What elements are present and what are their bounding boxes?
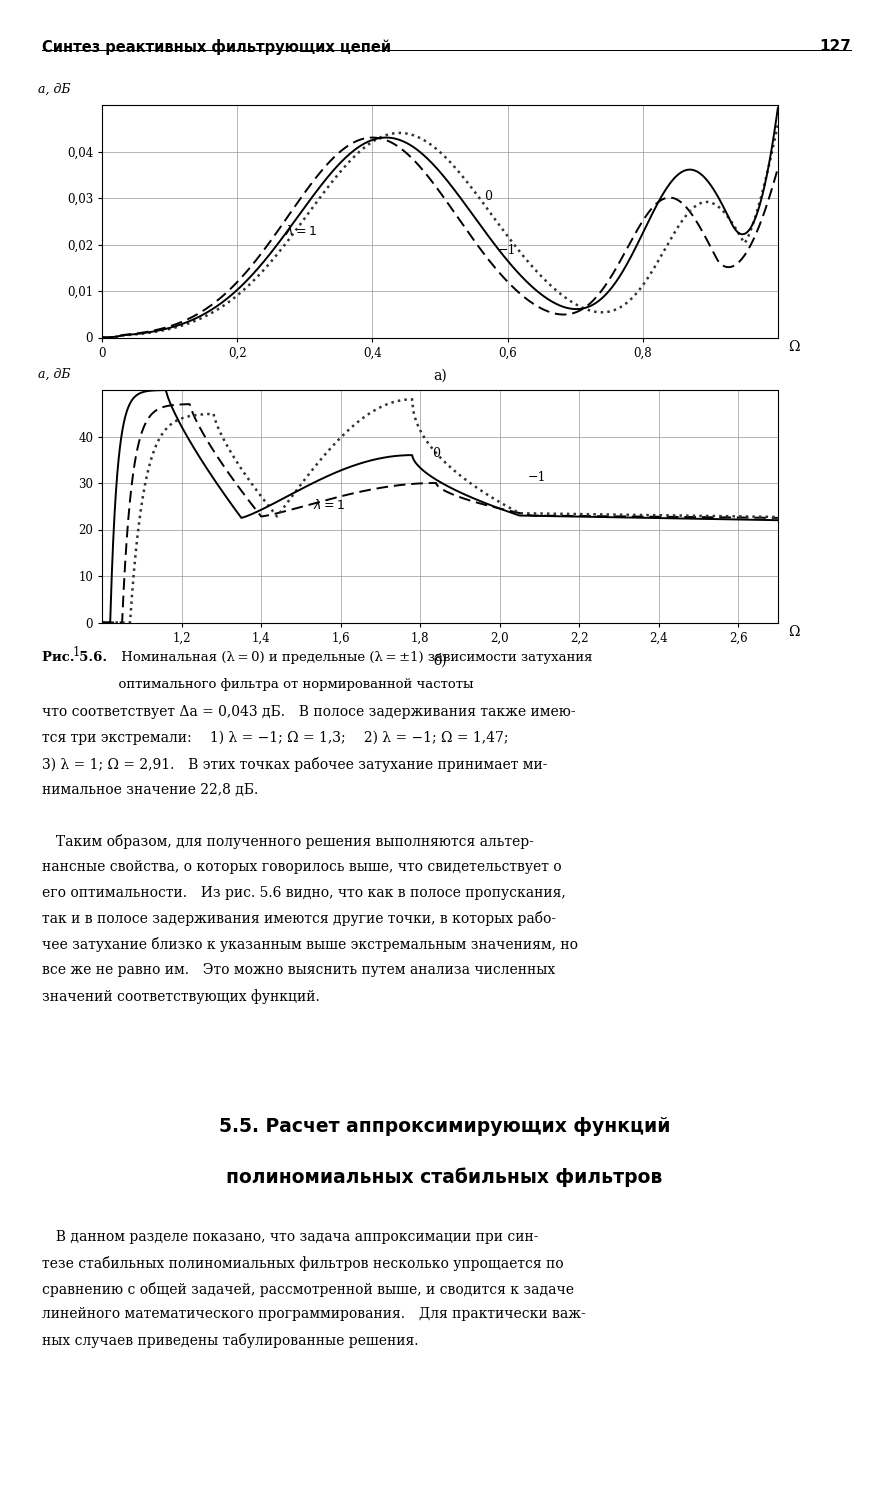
Text: сравнению с общей задачей, рассмотренной выше, и сводится к задаче: сравнению с общей задачей, рассмотренной…	[42, 1281, 573, 1296]
Text: а): а)	[433, 369, 447, 382]
Text: 5.5. Расчет аппроксимирующих функций: 5.5. Расчет аппроксимирующих функций	[219, 1118, 670, 1137]
Text: −1: −1	[527, 471, 546, 483]
Text: тся три экстремали:  1) λ = −1; Ω = 1,3;  2) λ = −1; Ω = 1,47;: тся три экстремали: 1) λ = −1; Ω = 1,3; …	[42, 730, 509, 746]
Text: тезе стабильных полиномиальных фильтров несколько упрощается по: тезе стабильных полиномиальных фильтров …	[42, 1256, 564, 1270]
Text: Таким образом, для полученного решения выполняются альтер-: Таким образом, для полученного решения в…	[42, 834, 533, 849]
Text: нимальное значение 22,8 дБ.: нимальное значение 22,8 дБ.	[42, 783, 258, 796]
Text: б): б)	[433, 652, 447, 668]
Text: Рис. 5.6.: Рис. 5.6.	[42, 651, 107, 664]
Text: В данном разделе показано, что задача аппроксимации при син-: В данном разделе показано, что задача ап…	[42, 1230, 538, 1244]
Text: его оптимальности. Из рис. 5.6 видно, что как в полосе пропускания,: его оптимальности. Из рис. 5.6 видно, чт…	[42, 885, 565, 900]
Text: $\lambda = 1$: $\lambda = 1$	[313, 498, 345, 512]
Text: полиномиальных стабильных фильтров: полиномиальных стабильных фильтров	[227, 1167, 662, 1186]
Text: 0: 0	[484, 190, 492, 204]
Text: а, дБ: а, дБ	[38, 368, 70, 381]
Text: 1: 1	[73, 645, 80, 658]
Text: нансные свойства, о которых говорилось выше, что свидетельствует о: нансные свойства, о которых говорилось в…	[42, 859, 562, 874]
Text: 3) λ = 1; Ω = 2,91. В этих точках рабочее затухание принимает ми-: 3) λ = 1; Ω = 2,91. В этих точках рабоче…	[42, 756, 548, 771]
Text: Ω: Ω	[788, 340, 799, 354]
Text: все же не равно им. Это можно выяснить путем анализа численных: все же не равно им. Это можно выяснить п…	[42, 963, 555, 976]
Text: оптимального фильтра от нормированной частоты: оптимального фильтра от нормированной ча…	[42, 678, 473, 692]
Text: 127: 127	[820, 39, 852, 54]
Text: что соответствует Δa = 0,043 дБ. В полосе задерживания также имею-: что соответствует Δa = 0,043 дБ. В полос…	[42, 705, 575, 718]
Text: так и в полосе задерживания имеются другие точки, в которых рабо-: так и в полосе задерживания имеются друг…	[42, 912, 556, 927]
Text: чее затухание близко к указанным выше экстремальным значениям, но: чее затухание близко к указанным выше эк…	[42, 938, 578, 952]
Text: линейного математического программирования. Для практически важ-: линейного математического программирован…	[42, 1308, 586, 1322]
Text: Ω: Ω	[788, 626, 799, 639]
Text: $\lambda = 1$: $\lambda = 1$	[284, 224, 316, 238]
Text: ных случаев приведены табулированные решения.: ных случаев приведены табулированные реш…	[42, 1334, 419, 1348]
Text: значений соответствующих функций.: значений соответствующих функций.	[42, 988, 319, 1004]
Text: 0: 0	[432, 447, 440, 460]
Text: Синтез реактивных фильтрующих цепей: Синтез реактивных фильтрующих цепей	[42, 39, 391, 56]
Text: а, дБ: а, дБ	[38, 82, 70, 96]
Text: Номинальная (λ = 0) и предельные (λ = ±1) зависимости затухания: Номинальная (λ = 0) и предельные (λ = ±1…	[117, 651, 593, 664]
Text: −1: −1	[498, 244, 516, 256]
